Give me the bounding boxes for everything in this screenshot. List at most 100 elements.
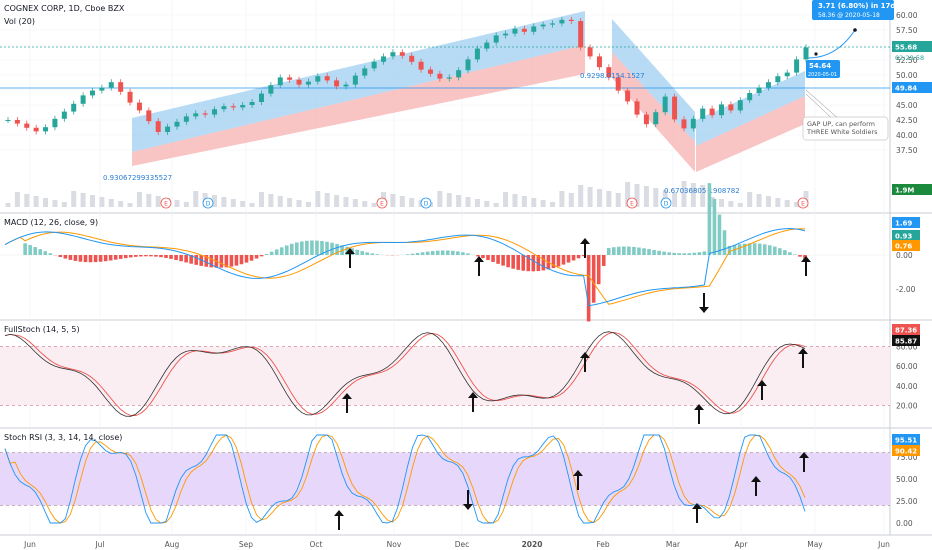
candle-body — [606, 67, 612, 78]
price-axis[interactable]: 60.0057.5055.0052.5050.0047.5045.0042.50… — [892, 11, 932, 528]
macd-histogram-bar — [556, 255, 561, 267]
macd-histogram-bar — [596, 255, 601, 285]
candle-body — [277, 77, 283, 86]
candle-body — [474, 48, 480, 60]
volume-bar — [221, 197, 227, 207]
volume-bar — [193, 191, 199, 207]
event-marker-letter: D — [424, 201, 429, 208]
candle-body — [61, 111, 67, 119]
volume-bar — [296, 200, 302, 207]
macd-value-box — [892, 230, 920, 241]
macd-histogram-bar — [139, 255, 143, 257]
y-tick-label: 50.00 — [896, 71, 918, 80]
macd-histogram-bar — [647, 249, 651, 255]
projection-line1: 3.71 (6.80%) in 17d — [818, 2, 895, 10]
candle-body — [765, 82, 771, 88]
macd-histogram-bar — [159, 255, 163, 258]
macd-histogram-bar — [144, 255, 148, 257]
volume-bar — [174, 200, 180, 207]
macd-histogram-bar — [274, 249, 279, 255]
macd-histogram-bar — [289, 243, 294, 255]
macd-histogram-bar — [360, 251, 365, 255]
macd-histogram-bar — [123, 255, 128, 259]
macd-histogram-bar — [445, 250, 450, 255]
candle-body — [456, 70, 462, 78]
macd-histogram-bar — [325, 241, 329, 255]
candle-body — [653, 112, 659, 125]
signal-arrow-head — [342, 393, 352, 399]
macd-label: MACD (12, 26, close, 9) — [4, 218, 98, 227]
x-tick-label: Aug — [165, 540, 180, 549]
y-tick-label: 45.00 — [896, 101, 918, 110]
macd-histogram-bar — [551, 255, 556, 269]
candle-body — [540, 24, 546, 27]
candle-body — [5, 120, 11, 121]
candle-body — [437, 73, 443, 79]
price-tag-value: 49.84 — [895, 85, 917, 93]
volume-bar — [747, 192, 753, 207]
macd-histogram-bar — [315, 240, 319, 255]
candle-body — [80, 95, 86, 104]
macd-histogram-bar — [244, 255, 249, 263]
macd-pane[interactable] — [0, 183, 890, 322]
channel-ratio-1: 0.9306729933552‌7 — [103, 174, 172, 182]
macd-tick: -2.00 — [896, 285, 916, 294]
stochrsi-pane[interactable] — [0, 434, 890, 524]
macd-histogram-bar — [320, 241, 324, 255]
macd-histogram-bar — [793, 254, 797, 255]
volume-bar — [89, 195, 95, 207]
candle-body — [52, 118, 58, 128]
macd-histogram-bar — [682, 253, 687, 255]
volume-label: Vol (20) — [4, 17, 35, 26]
last-price-value: 54.64 — [809, 62, 831, 70]
candle-body — [728, 104, 734, 111]
volume-bar — [212, 195, 218, 207]
event-marker-circle — [660, 197, 672, 209]
candle-body — [794, 59, 800, 73]
volume-bar — [456, 195, 462, 207]
x-tick-label: Dec — [455, 540, 470, 549]
volume-bar — [43, 198, 49, 207]
candle-body — [775, 76, 781, 83]
fullstoch-pane[interactable] — [0, 331, 890, 417]
candle-body — [578, 21, 584, 48]
projection-box[interactable] — [812, 0, 894, 20]
candle-body — [212, 109, 218, 115]
macd-histogram-bar — [450, 250, 455, 255]
macd-histogram-bar — [576, 255, 581, 259]
candle-body — [493, 35, 499, 43]
macd-histogram-bar — [511, 255, 515, 269]
volume-bar — [362, 201, 368, 207]
macd-histogram-bar — [712, 198, 717, 255]
event-marker-circle — [626, 197, 638, 209]
macd-histogram-bar — [692, 252, 697, 255]
macd-histogram-bar — [98, 255, 103, 262]
candle-body — [690, 118, 696, 129]
volume-bar — [521, 196, 527, 207]
macd-histogram-bar — [722, 230, 727, 255]
volume-bar — [108, 199, 114, 207]
candle-body — [99, 87, 105, 91]
volume-bar — [324, 193, 330, 207]
macd-histogram-bar — [83, 255, 88, 263]
time-axis[interactable]: Jun Jul Aug Sep Oct Nov Dec 2020 Feb Mar Apr May Jun — [23, 540, 890, 549]
macd-histogram-bar — [501, 255, 505, 266]
volume-bar — [784, 200, 790, 207]
last-price-box[interactable] — [806, 60, 840, 78]
macd-histogram-bar — [617, 246, 621, 255]
channel-3-lower — [696, 96, 805, 172]
macd-histogram-bar — [118, 255, 123, 259]
stochrsi-d-line — [4, 434, 806, 524]
macd-histogram-bar — [43, 251, 48, 255]
price-tag-box — [892, 184, 932, 195]
signal-arrow-head — [798, 348, 808, 354]
macd-histogram-bar — [586, 255, 591, 322]
price-pane[interactable]: 3.71 (6.80%) in 17d 58.36 @ 2020-05-18 5… — [0, 0, 895, 209]
macd-value: 0.76 — [895, 243, 912, 251]
stochrsi-tick: 75.00 — [896, 453, 918, 462]
macd-histogram-bar — [113, 255, 118, 260]
macd-histogram-bar — [229, 255, 234, 267]
volume-bar — [550, 202, 556, 207]
